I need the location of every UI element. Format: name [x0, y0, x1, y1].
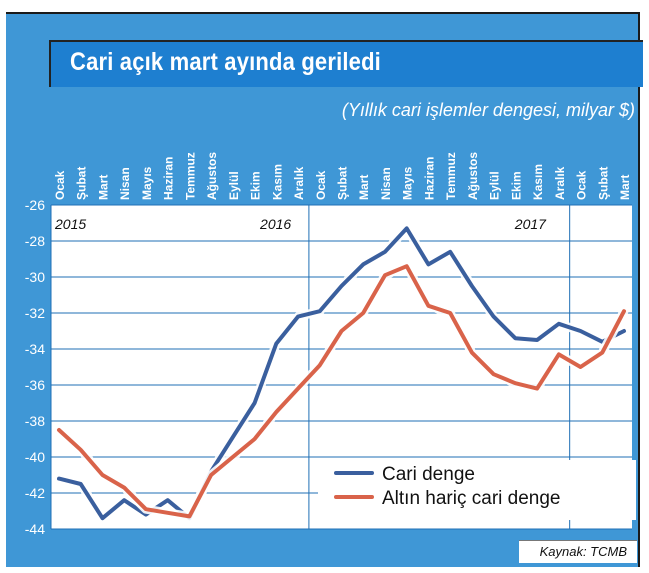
- chart-title: Cari açık mart ayında geriledi: [70, 48, 381, 76]
- x-tick-label: Ocak: [53, 170, 67, 200]
- x-tick-label: Temmuz: [444, 152, 458, 200]
- year-label: 2017: [514, 216, 547, 232]
- x-tick-label: Eylül: [227, 171, 241, 200]
- y-tick-label: -42: [25, 485, 45, 501]
- y-tick-label: -36: [25, 377, 45, 393]
- y-tick-label: -34: [25, 341, 45, 357]
- y-tick-label: -28: [25, 233, 45, 249]
- x-tick-label: Kasım: [531, 164, 545, 200]
- year-labels: 2015 2016 2017: [54, 216, 547, 232]
- x-tick-label: Şubat: [596, 167, 610, 200]
- y-tick-label: -30: [25, 269, 45, 285]
- x-tick-label: Kasım: [270, 164, 284, 200]
- x-tick-label: Şubat: [75, 167, 89, 200]
- x-tick-label: Nisan: [379, 167, 393, 200]
- x-tick-label: Haziran: [162, 157, 176, 200]
- series-line-altin: [57, 264, 626, 519]
- x-tick-label: Mayıs: [401, 166, 415, 200]
- x-tick-label: Ağustos: [466, 152, 480, 200]
- year-label: 2016: [259, 216, 291, 232]
- x-tick-label: Ekim: [509, 171, 523, 200]
- legend: Cari denge Altın hariç cari denge: [318, 460, 636, 520]
- y-tick-label: -40: [25, 449, 45, 465]
- x-tick-label: Mart: [96, 175, 110, 200]
- title-bar: [49, 40, 643, 87]
- y-tick-label: -38: [25, 413, 45, 429]
- x-tick-label: Mart: [357, 175, 371, 200]
- x-tick-label: Temmuz: [183, 152, 197, 200]
- x-tick-label: Nisan: [118, 167, 132, 200]
- x-tick-label: Eylül: [488, 171, 502, 200]
- y-axis: -26 -28 -30 -32 -34 -36 -38 -40 -42 -44: [25, 197, 45, 537]
- x-tick-label: Aralık: [292, 166, 306, 200]
- x-tick-label: Ekim: [249, 171, 263, 200]
- x-tick-label: Mayıs: [140, 166, 154, 200]
- x-tick-label: Aralık: [553, 166, 567, 200]
- source-label: Kaynak: TCMB: [539, 544, 627, 559]
- x-axis: Ocak Şubat Mart Nisan Mayıs Haziran Temmuz Ağus…: [53, 152, 632, 200]
- x-tick-label: Mart: [618, 175, 632, 200]
- x-tick-label: Haziran: [422, 157, 436, 200]
- x-tick-label: Şubat: [336, 167, 350, 200]
- x-tick-label: Ocak: [314, 170, 328, 200]
- y-tick-label: -26: [25, 197, 45, 213]
- source-box: [519, 540, 637, 563]
- legend-label-cari: Cari denge: [382, 464, 475, 485]
- series-lines: [54, 223, 629, 523]
- x-tick-label: Ocak: [575, 170, 589, 200]
- y-tick-label: -44: [25, 521, 45, 537]
- year-label: 2015: [54, 216, 86, 232]
- chart-subtitle: (Yıllık cari işlemler dengesi, milyar $): [341, 100, 635, 120]
- y-tick-label: -32: [25, 305, 45, 321]
- x-tick-label: Ağustos: [205, 152, 219, 200]
- legend-label-altin: Altın hariç cari denge: [382, 488, 561, 509]
